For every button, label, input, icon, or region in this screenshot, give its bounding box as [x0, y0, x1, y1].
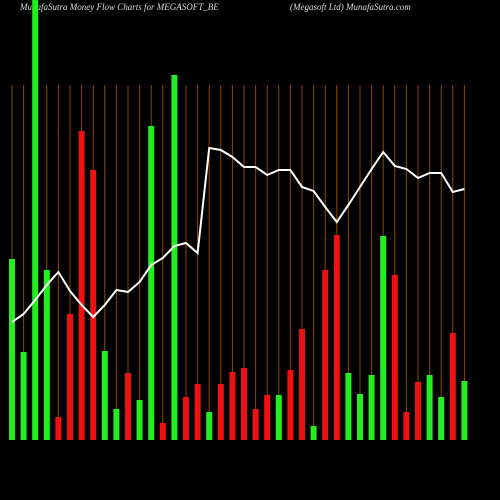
bar [299, 329, 305, 440]
bar [194, 384, 201, 440]
bar [449, 333, 456, 440]
chart-title: MunafaSutra Money Flow Charts for MEGASO… [19, 2, 219, 12]
bar [264, 395, 271, 440]
bar [322, 270, 329, 440]
chart-subtitle: (Megasoft Ltd) MunafaSutra.com [290, 2, 411, 12]
bar [206, 412, 213, 440]
bar [345, 373, 352, 440]
money-flow-line [11, 146, 465, 323]
bar [415, 382, 421, 440]
bar [461, 381, 468, 440]
bar [20, 352, 27, 440]
bar [159, 423, 166, 440]
bar [217, 384, 224, 440]
bar [380, 236, 387, 440]
bar [90, 170, 97, 440]
bar [171, 75, 178, 440]
bar [275, 395, 282, 440]
bar [438, 397, 445, 440]
bar [241, 368, 247, 440]
bar [136, 400, 143, 440]
bar [125, 373, 131, 440]
bar [78, 131, 85, 440]
bar [32, 0, 39, 440]
bar [357, 394, 363, 440]
bar [148, 126, 155, 440]
bar [113, 409, 120, 440]
bar [426, 375, 433, 440]
bar [67, 314, 73, 440]
bar [403, 412, 410, 440]
bar [333, 235, 340, 440]
plot-area [9, 0, 468, 440]
bar [391, 275, 398, 440]
bar [252, 409, 259, 440]
bar [101, 351, 108, 440]
bar [9, 259, 15, 440]
bar [287, 370, 294, 440]
bar [310, 426, 317, 440]
bar [43, 270, 50, 440]
bar [55, 417, 62, 440]
bar [229, 372, 236, 440]
bar [368, 375, 375, 440]
bar [183, 397, 189, 440]
